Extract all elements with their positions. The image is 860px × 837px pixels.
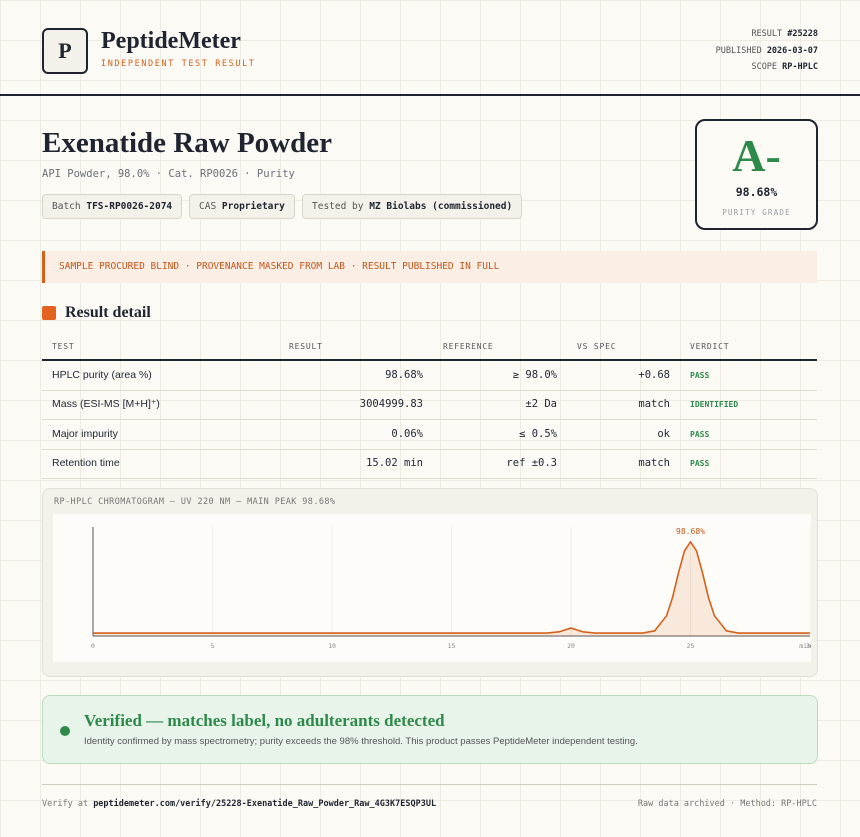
meta-value: #25228	[787, 29, 818, 39]
header-rule	[42, 359, 817, 361]
table-cell: Mass (ESI-MS [M+H]⁺)	[52, 398, 160, 411]
chart: 0 5 10 15 20 25 30min 98.68%	[53, 514, 811, 662]
chip-value: MZ Biolabs (commissioned)	[369, 201, 513, 212]
table-cell: match	[638, 398, 670, 411]
table-cell: +0.68	[638, 369, 670, 381]
meta-line: PUBLISHED 2026-03-07	[716, 46, 818, 56]
section-marker	[42, 306, 56, 320]
table-cell: Retention time	[52, 456, 120, 469]
verify-label: Verify at	[42, 799, 89, 809]
section-title: Result detail	[65, 304, 151, 321]
footer-left: Verify at peptidemeter.com/verify/25228-…	[42, 799, 436, 809]
x-tick-label: 15	[448, 642, 456, 650]
table-cell: 15.02 min	[366, 456, 423, 469]
meta-label: PUBLISHED	[715, 45, 762, 56]
x-tick-label: 5	[211, 642, 215, 650]
verified-dot	[60, 726, 70, 736]
meta-line: SCOPE RP-HPLC	[751, 62, 818, 72]
x-axis-label: min	[799, 642, 811, 650]
table-cell: PASS	[690, 371, 710, 380]
chip-label: Batch	[52, 201, 81, 212]
tagline: INDEPENDENT TEST RESULT	[101, 59, 256, 69]
table-cell: 3004999.83	[359, 398, 423, 411]
table-cell: match	[638, 456, 670, 469]
table-cell: PASS	[690, 429, 710, 439]
table-cell: IDENTIFIED	[690, 400, 739, 410]
brand: PeptideMeter	[101, 28, 241, 54]
verify-url[interactable]: peptidemeter.com/verify/25228-Exenatide_…	[93, 799, 437, 809]
product-name: Exenatide Raw Powder	[42, 127, 332, 159]
chart-title: RP-HPLC CHROMATOGRAM — UV 220 NM — MAIN …	[54, 497, 336, 507]
x-tick-label: 20	[567, 642, 575, 650]
table-cell: PASS	[690, 458, 710, 468]
notice: SAMPLE PROCURED BLIND · PROVENANCE MASKE…	[42, 251, 817, 283]
table-cell: 0.06%	[391, 427, 423, 440]
x-tick-label: 10	[328, 642, 336, 650]
table-cell: ok	[657, 427, 670, 440]
table-cell: ±2 Da	[525, 398, 557, 411]
footer-right: Raw data archived · Method: RP-HPLC	[637, 799, 817, 809]
column-header: VS SPEC	[577, 342, 617, 351]
meta-label: SCOPE	[751, 62, 778, 72]
grade-box: A- 98.68% PURITY GRADE	[695, 119, 818, 230]
chip-label: CAS	[199, 201, 217, 212]
verified-box	[42, 695, 818, 764]
column-header: VERDICT	[690, 342, 730, 351]
column-header: REFERENCE	[443, 342, 494, 351]
table-cell: ≤ 0.5%	[519, 427, 557, 440]
chip: CAS Proprietary	[189, 194, 295, 219]
meta-value: RP-HPLC	[782, 62, 818, 72]
row-rule	[42, 390, 817, 391]
table-cell: HPLC purity (area %)	[52, 369, 152, 381]
chip-label: Tested by	[312, 201, 364, 212]
chip: Batch TFS-RP0026-2074	[42, 194, 183, 219]
row-rule	[42, 477, 817, 479]
meta-label: RESULT	[751, 29, 783, 39]
row-rule	[42, 448, 817, 450]
grade-label: PURITY GRADE	[722, 208, 791, 217]
table-cell: ≥ 98.0%	[512, 369, 557, 381]
verified-title: Verified — matches label, no adulterants…	[84, 711, 445, 730]
verified-text: Identity confirmed by mass spectrometry;…	[84, 736, 638, 747]
column-header: TEST	[52, 342, 75, 351]
chip-value: Proprietary	[221, 201, 285, 212]
chip: Tested by MZ Biolabs (commissioned)	[302, 194, 523, 219]
meta-line: RESULT #25228	[751, 29, 818, 39]
table-cell: 98.68%	[385, 369, 423, 381]
table-cell: Major impurity	[52, 427, 118, 440]
column-header: RESULT	[289, 342, 323, 351]
line	[93, 541, 810, 634]
header-rule	[0, 94, 860, 96]
annotation: 98.68%	[676, 527, 705, 536]
x-tick-label: 30	[806, 642, 811, 650]
x-tick-label: 25	[687, 642, 695, 650]
table-cell: ref ±0.3	[506, 456, 557, 469]
x-tick-label: 0	[91, 642, 95, 650]
row-rule	[42, 419, 817, 421]
footer-rule	[42, 784, 817, 785]
grade-letter: A-	[732, 130, 781, 181]
grade-value: 98.68%	[735, 185, 778, 199]
logo: P	[42, 28, 88, 74]
meta-value: 2026-03-07	[766, 45, 818, 56]
chip-value: TFS-RP0026-2074	[86, 201, 173, 212]
product-subtitle: API Powder, 98.0% · Cat. RP0026 · Purity	[42, 168, 295, 180]
